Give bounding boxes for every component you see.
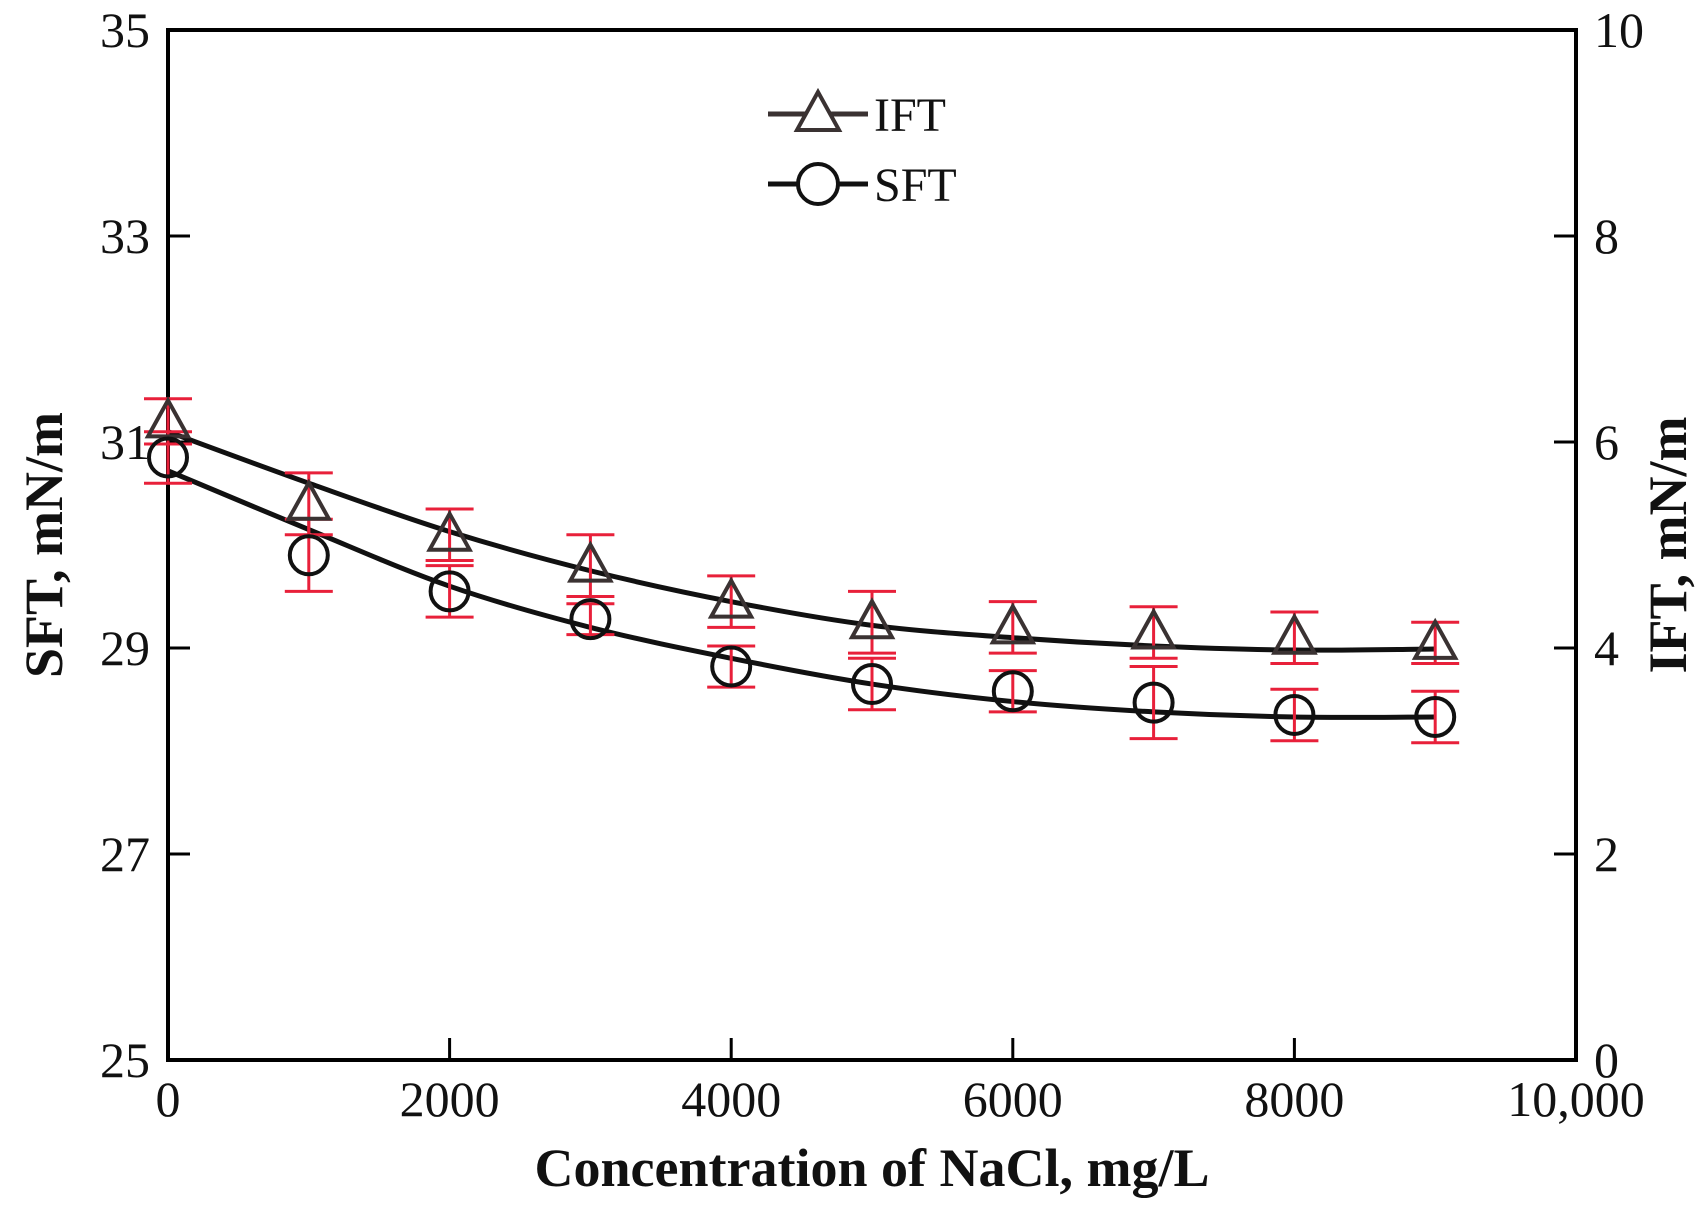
right-y-axis-title: IFT, mN/m [1638, 417, 1698, 674]
sft-point [1132, 681, 1175, 724]
x-tick-label: 2000 [400, 1071, 500, 1127]
right-y-tick-label: 2 [1594, 826, 1619, 882]
sft-error-bar [1129, 665, 1178, 741]
left-y-tick-label: 31 [100, 414, 150, 470]
left-y-tick-label: 27 [100, 826, 150, 882]
right-y-tick-label: 10 [1594, 2, 1644, 58]
sft-point [991, 670, 1034, 713]
x-axis-ticks: 0 2000 4000 6000 8000 10,000 [156, 1038, 1645, 1127]
ift-fit-line [167, 429, 1436, 653]
ift-point [1411, 617, 1459, 660]
ift-point [848, 597, 896, 640]
x-tick-label: 4000 [681, 1071, 781, 1127]
sft-error-bar [707, 644, 756, 689]
ift-point [989, 602, 1037, 645]
x-tick-label: 6000 [963, 1071, 1063, 1127]
sft-point [710, 645, 753, 688]
left-y-tick-label: 25 [100, 1032, 150, 1088]
plot-frame [166, 28, 1578, 1062]
left-y-tick-label: 33 [100, 208, 150, 264]
right-y-tick-label: 0 [1594, 1032, 1619, 1088]
sft-error-bar [988, 669, 1037, 714]
sft-point [287, 534, 330, 577]
x-axis-title: Concentration of NaCl, mg/L [535, 1138, 1210, 1198]
left-y-axis-ticks: 25 27 29 31 33 35 [100, 2, 190, 1088]
right-y-axis-ticks: 0 2 4 6 8 10 [1554, 2, 1644, 1088]
sft-error-bar [566, 602, 615, 637]
sft-point [851, 663, 893, 706]
right-y-tick-label: 8 [1594, 208, 1619, 264]
ift-point [426, 509, 473, 552]
x-tick-label: 10,000 [1507, 1071, 1645, 1127]
fit-curves [167, 429, 1436, 720]
sft-point [1273, 693, 1316, 736]
ift-point [144, 396, 192, 439]
sft-point [569, 598, 612, 641]
left-y-tick-label: 35 [100, 2, 150, 58]
x-tick-label: 0 [156, 1071, 181, 1127]
right-y-tick-label: 4 [1594, 620, 1619, 676]
sft-point [428, 570, 471, 613]
ift-point [1130, 607, 1177, 650]
sft-fit-line [167, 468, 1436, 720]
legend-triangle-icon [793, 87, 843, 132]
data-markers [144, 396, 1459, 739]
ift-point [567, 540, 614, 583]
sft-point [147, 436, 189, 479]
sft-error-bar [284, 517, 333, 593]
legend: IFT SFT [768, 87, 957, 212]
legend-circle-icon [796, 162, 840, 206]
ift-point [285, 478, 333, 521]
error-bars [144, 397, 1460, 745]
x-tick-label: 8000 [1244, 1071, 1344, 1127]
legend-label-ift: IFT [874, 89, 946, 142]
legend-label-sft: SFT [874, 159, 957, 212]
left-y-axis-title: SFT, mN/m [14, 412, 74, 678]
right-y-tick-label: 6 [1594, 414, 1619, 470]
sft-point [1414, 696, 1457, 739]
left-y-tick-label: 29 [100, 620, 150, 676]
ift-point [1271, 612, 1318, 655]
ift-point [707, 576, 755, 619]
